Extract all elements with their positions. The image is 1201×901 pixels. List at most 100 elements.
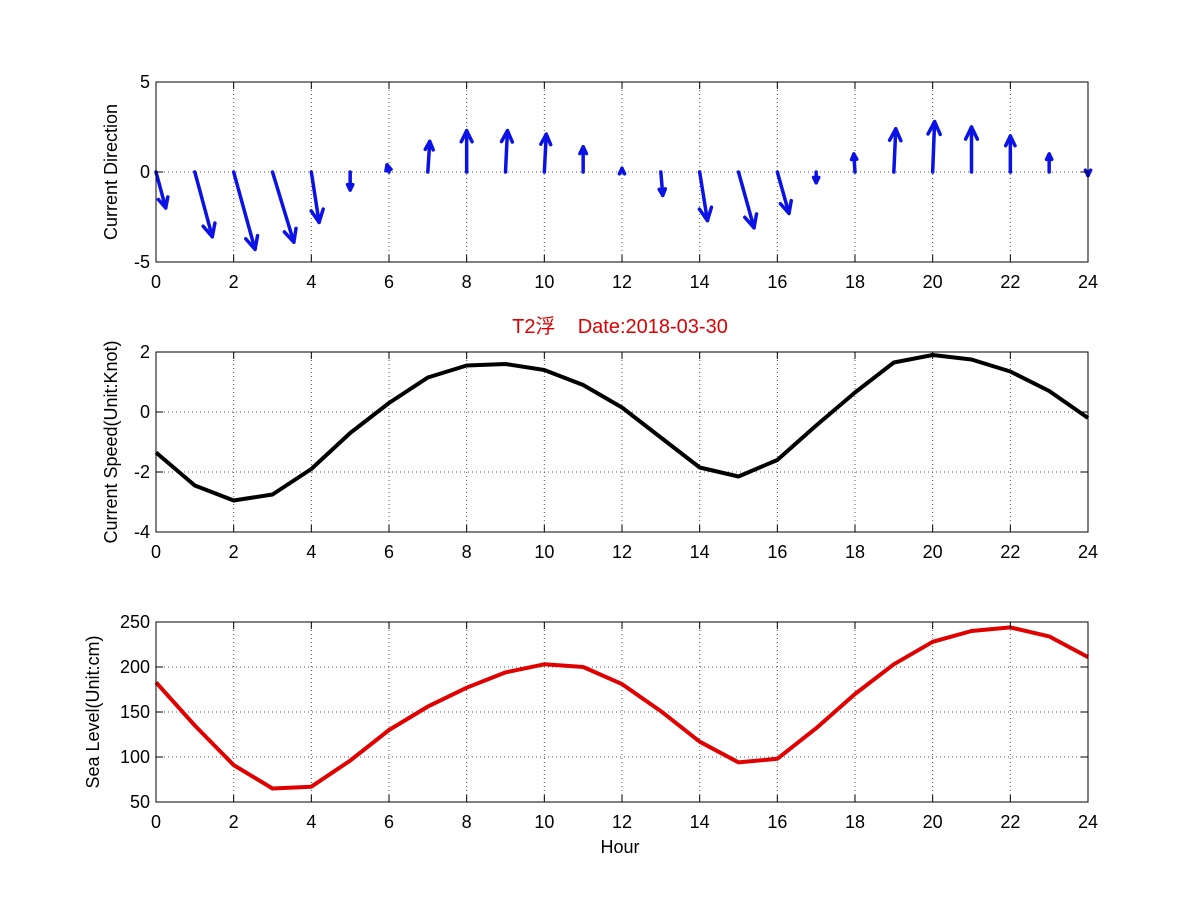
x-tick-label: 10: [534, 272, 554, 292]
x-tick-label: 14: [690, 542, 710, 562]
x-tick-label: 0: [151, 542, 161, 562]
quiver-shaft: [309, 170, 321, 225]
x-tick-label: 22: [1000, 272, 1020, 292]
current-speed-panel: T2浮 Date:2018-03-30 0 2 4 6 8 10 12 14 16 18 20 22 2…: [101, 315, 1098, 562]
quiver-arrow: [1003, 134, 1017, 174]
quiver-head: [156, 195, 170, 210]
y-tick-label: 150: [120, 702, 150, 722]
quiver-arrow: [775, 170, 793, 216]
quiver-arrow: [270, 170, 298, 244]
x-tick-label: 12: [612, 812, 632, 832]
x-tick-label: 4: [306, 542, 316, 562]
quiver-shaft: [775, 170, 791, 216]
current-direction-ylabel: Current Direction: [101, 104, 121, 240]
sea-level-ylabel: Sea Level(Unit:cm): [83, 635, 103, 788]
quiver-shaft: [930, 119, 937, 174]
quiver-head: [926, 119, 942, 137]
quiver-arrow: [231, 170, 260, 252]
y-tick-label: -2: [134, 462, 150, 482]
quiver-arrow: [926, 119, 942, 174]
current-direction-ticks: 0 2 4 6 8 10 12 14 16 18 20 22 24-505: [134, 72, 1098, 292]
quiver-shaft: [193, 170, 215, 239]
quiver-arrow: [499, 128, 515, 174]
quiver-shaft: [503, 128, 510, 174]
quiver-head: [244, 233, 260, 252]
y-tick-label: -5: [134, 252, 150, 272]
current-speed-ylabel: Current Speed(Unit:Knot): [101, 340, 121, 543]
quiver-shaft: [270, 170, 296, 244]
y-tick-label: 2: [140, 342, 150, 362]
x-tick-label: 22: [1000, 812, 1020, 832]
quiver-arrow: [459, 128, 474, 174]
quiver-shaft: [697, 170, 710, 223]
y-tick-label: 100: [120, 747, 150, 767]
quiver-arrow: [849, 152, 859, 174]
x-tick-label: 6: [384, 812, 394, 832]
x-tick-label: 18: [845, 542, 865, 562]
x-tick-label: 8: [462, 812, 472, 832]
quiver-head: [345, 182, 355, 192]
quiver-arrow: [345, 170, 355, 192]
x-tick-label: 4: [306, 272, 316, 292]
quiver-head: [743, 212, 759, 230]
quiver-head: [309, 207, 325, 225]
quiver-shaft: [542, 132, 549, 174]
quiver-arrow: [811, 170, 821, 185]
x-tick-label: 10: [534, 812, 554, 832]
x-tick-label: 16: [767, 272, 787, 292]
x-tick-label: 16: [767, 812, 787, 832]
quiver-head: [849, 152, 859, 162]
quiver-head: [963, 125, 980, 141]
quiver-head: [578, 145, 589, 156]
x-tick-label: 20: [923, 272, 943, 292]
x-tick-label: 2: [229, 812, 239, 832]
x-tick-label: 20: [923, 542, 943, 562]
x-tick-label: 14: [690, 272, 710, 292]
x-tick-label: 12: [612, 542, 632, 562]
quiver-arrow: [617, 166, 627, 176]
quiver-arrow: [657, 170, 668, 198]
quiver-head: [384, 163, 393, 173]
x-tick-label: 6: [384, 542, 394, 562]
quiver-head: [778, 198, 793, 216]
y-tick-label: 0: [140, 162, 150, 182]
quiver-arrow: [697, 170, 714, 223]
x-tick-label: 16: [767, 542, 787, 562]
x-tick-label: 2: [229, 272, 239, 292]
y-tick-label: -4: [134, 522, 150, 542]
x-tick-label: 2: [229, 542, 239, 562]
sea-level-grid: [156, 622, 1088, 802]
quiver-arrow: [736, 170, 759, 230]
quiver-arrow: [1044, 152, 1054, 174]
current-speed-ticks: 0 2 4 6 8 10 12 14 16 18 20 22 24-4-202: [134, 342, 1098, 562]
quiver-shaft: [892, 127, 898, 174]
quiver-head: [657, 187, 668, 198]
x-tick-label: 4: [306, 812, 316, 832]
x-tick-label: 18: [845, 812, 865, 832]
quiver-head: [1044, 152, 1054, 162]
x-tick-label: 24: [1078, 272, 1098, 292]
quiver-shaft: [154, 170, 168, 210]
y-tick-label: 5: [140, 72, 150, 92]
quiver-arrow: [578, 145, 589, 174]
x-tick-label: 14: [690, 812, 710, 832]
x-tick-label: 22: [1000, 542, 1020, 562]
quiver-head: [201, 221, 217, 239]
quiver-head: [617, 166, 627, 176]
current-speed-grid: [156, 352, 1088, 532]
x-tick-label: 24: [1078, 812, 1098, 832]
quiver-arrow: [887, 127, 903, 174]
x-tick-label: 6: [384, 272, 394, 292]
x-tick-label: 0: [151, 812, 161, 832]
current-direction-panel: 0 2 4 6 8 10 12 14 16 18 20 22 24-505 Current Direct…: [101, 72, 1098, 292]
x-tick-label: 12: [612, 272, 632, 292]
x-tick-label: 8: [462, 272, 472, 292]
chart-title: T2浮 Date:2018-03-30: [512, 315, 728, 338]
quiver-head: [423, 139, 435, 152]
quiver-arrow: [963, 125, 980, 174]
quiver-head: [887, 127, 903, 143]
x-tick-label: 18: [845, 272, 865, 292]
quiver-head: [539, 132, 553, 147]
